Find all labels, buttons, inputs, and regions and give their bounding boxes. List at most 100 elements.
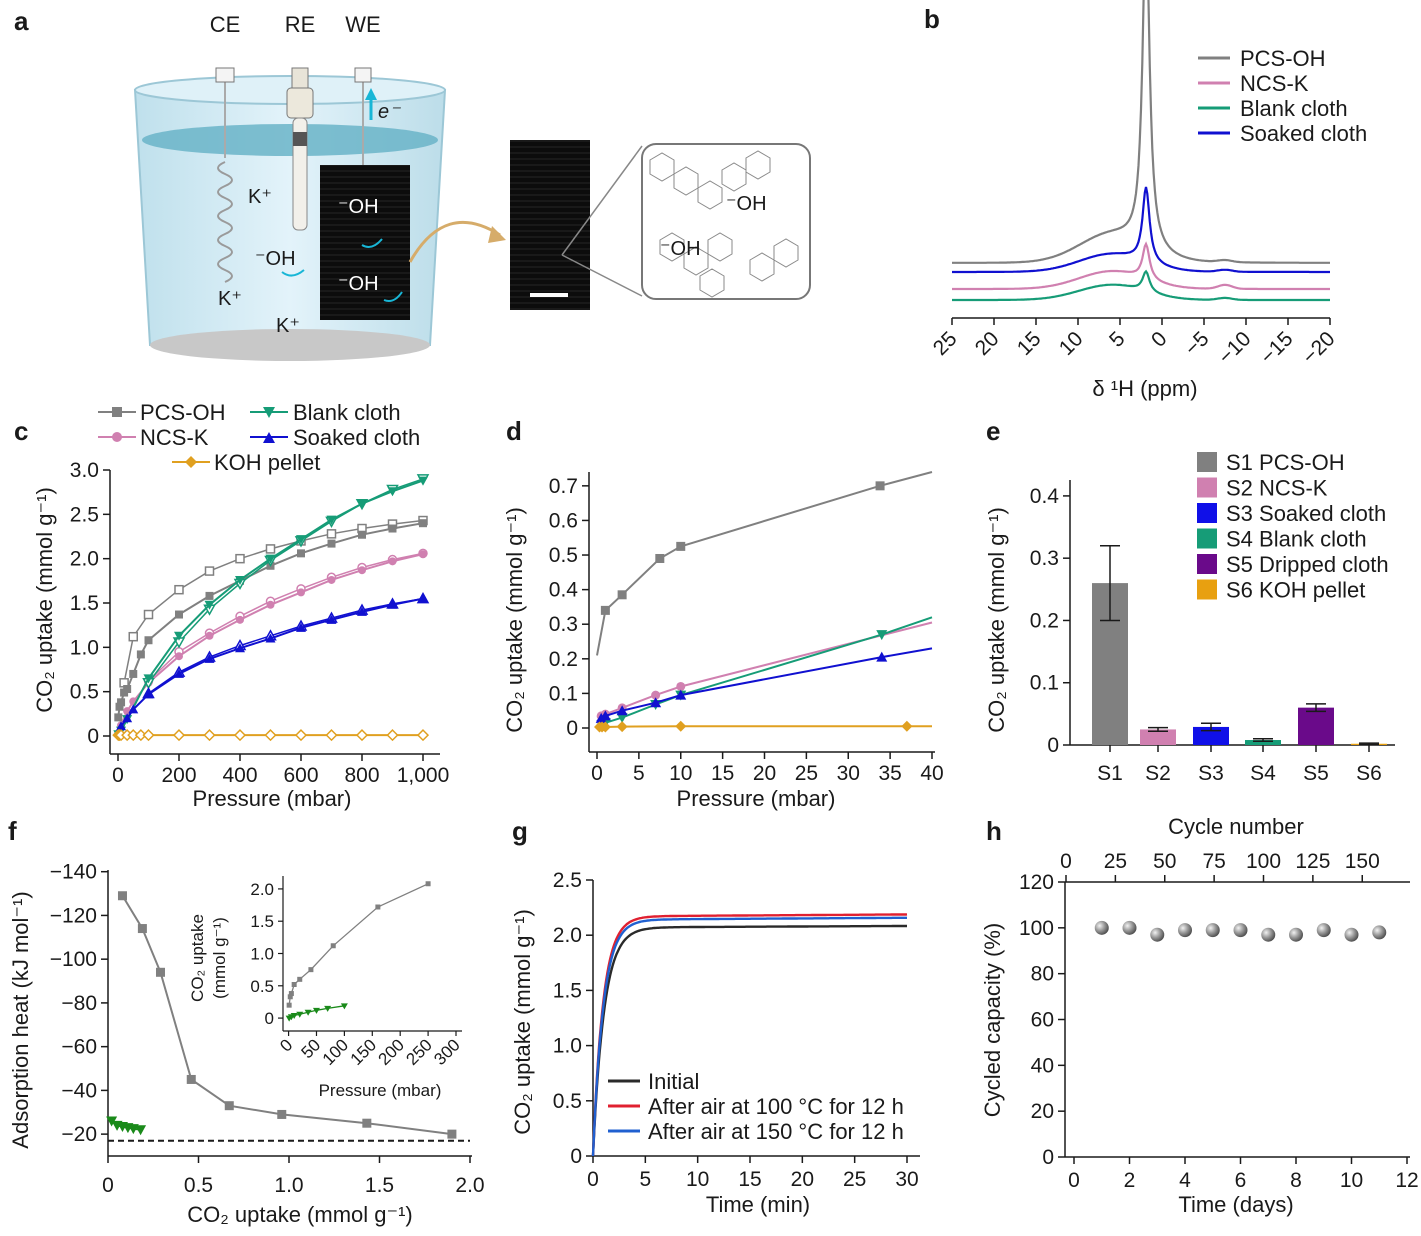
d-x-tick-label: 15 [711,762,734,785]
f-inset-data-point [425,881,431,887]
transfer-arrow [408,220,501,263]
c-data-point [143,674,154,684]
c-data-point [419,519,427,528]
c-data-point [235,575,245,585]
oh-ion-label: ⁻OH [338,273,379,295]
f-inset-x-axis-title: Pressure (mbar) [319,1081,442,1100]
f-y-tick-label: −120 [50,904,97,927]
f-data-point [155,967,165,977]
c-data-point [128,704,139,714]
c-data-point [327,539,336,548]
h-top-tick-label: 25 [1104,850,1127,873]
f-y-tick-label: −60 [61,1036,97,1059]
c-data-point [266,600,275,609]
f-x-tick-label: 0 [102,1174,114,1197]
oh-ion-label: ⁻OH [660,238,701,260]
f-inset-data-point [287,994,293,1000]
c-y-tick-label: 3.0 [70,459,99,482]
g-x-tick-label: 30 [895,1168,918,1191]
b-legend-label: PCS-OH [1240,46,1326,71]
panel-label-h: h [986,816,1002,846]
h-data-point [1289,927,1303,942]
f-inset-x-tick-label: 250 [402,1035,435,1068]
c-data-point [204,653,215,663]
f-data-point [137,924,147,934]
d-data-point [655,553,665,563]
c-x-tick-label: 800 [344,764,379,787]
e-legend-label: S6 KOH pellet [1226,578,1365,603]
e-legend-swatch [1197,579,1217,600]
e-legend-label: S5 Dripped cloth [1226,552,1389,577]
e-y-axis-title: CO₂ uptake (mmol g⁻¹) [984,507,1009,733]
h-data-point [1205,923,1220,938]
c-data-point [204,600,215,610]
h-data-point [1344,927,1359,942]
c-data-point [327,575,336,584]
f-y-tick-label: −100 [50,948,97,971]
g-x-tick-label: 5 [639,1168,651,1191]
beaker-base [150,329,430,361]
b-x-tick-label: −10 [1214,327,1255,368]
c-data-point [387,599,398,609]
f-x-tick-label: 0.5 [184,1174,213,1197]
c-legend-label: PCS-OH [140,400,226,425]
g-x-tick-label: 0 [587,1168,599,1191]
c-x-axis-title: Pressure (mbar) [193,786,352,811]
g-y-tick-label: 1.0 [553,1035,582,1058]
b-x-tick-label: 0 [1147,327,1172,352]
we-label: WE [345,12,380,37]
c-desorption-line [148,597,424,695]
c-data-point [297,549,305,558]
d-data-point [650,697,662,708]
f-inset-data-point [286,1002,292,1008]
d-data-point [875,481,885,491]
f-inset-data-point [312,1007,320,1014]
h-data-point [1261,927,1276,942]
d-y-tick-label: 0.2 [549,648,578,671]
c-desorption-point [265,544,276,554]
c-desorption-point [143,609,154,620]
g-legend-label: Initial [648,1069,699,1094]
h-top-tick-label: 50 [1153,850,1176,873]
counter-electrode-coil [217,161,233,283]
e-legend-label: S3 Soaked cloth [1226,501,1386,526]
c-y-tick-label: 2.0 [70,548,99,571]
h-y-tick-label: 80 [1031,963,1054,986]
f-x-tick-label: 1.0 [274,1174,303,1197]
h-data-point [1150,927,1165,942]
f-inset-data-point [324,1005,332,1012]
f-data-point [224,1101,234,1111]
c-desorption-point [204,566,215,576]
panel-c: c 00.51.01.52.02.53.00 200 400 600 800 1,000 … [14,400,449,811]
c-data-point [174,668,184,678]
c-legend-label: Soaked cloth [293,425,420,450]
f-series-line [121,895,453,1136]
h-top-tick-label: 0 [1060,850,1072,873]
h-data-point [1316,923,1331,938]
c-data-point [172,729,186,742]
c-data-point [416,729,430,742]
d-y-tick-label: 0.6 [549,509,578,532]
h-y-tick-label: 100 [1019,917,1054,940]
f-inset-data-point [297,976,303,982]
c-data-point [129,669,138,678]
f-data-point [186,1074,196,1084]
oh-ion-label: ⁻OH [255,248,296,270]
c-y-axis-title: CO₂ uptake (mmol g⁻¹) [32,487,57,713]
h-x-tick-label: 0 [1068,1169,1080,1192]
g-x-tick-label: 20 [791,1168,814,1191]
e-y-tick-label: 0 [1047,734,1059,757]
f-inset-x-tick-label: 200 [375,1035,408,1068]
f-inset-data-point [308,967,314,973]
b-legend: PCS-OH NCS-K Blank cloth Soaked cloth [1198,46,1367,146]
panel-label-b: b [924,4,940,34]
cloth-image [510,140,590,310]
g-series-line [591,924,907,1157]
panel-b: b 25 20 15 10 5 0 −5 −10 −15 −20 δ ¹H (ppm) PCS-O… [924,0,1367,401]
c-data-point [358,530,366,539]
b-x-tick-label: 25 [929,327,962,360]
c-data-point [175,652,183,661]
f-inset-x-tick-label: 150 [347,1035,380,1068]
